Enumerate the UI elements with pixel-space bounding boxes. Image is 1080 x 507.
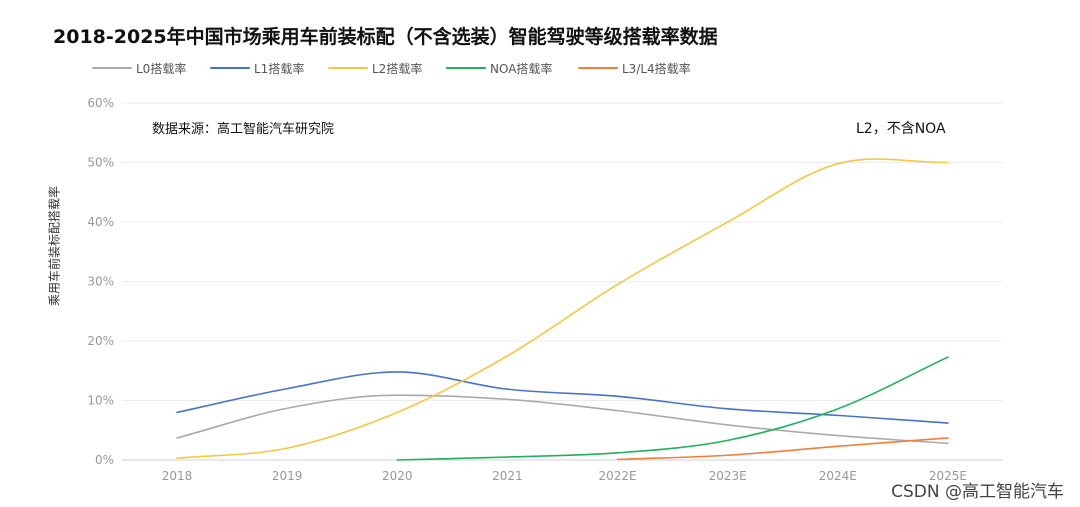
legend-swatch-l1 bbox=[210, 67, 250, 69]
legend-swatch-l3l4 bbox=[578, 67, 618, 69]
legend-swatch-noa bbox=[446, 67, 486, 69]
chart-title: 2018-2025年中国市场乘用车前装标配（不含选装）智能驾驶等级搭载率数据 bbox=[53, 26, 718, 48]
y-tick-label: 50% bbox=[87, 156, 114, 170]
legend-label-noa: NOA搭载率 bbox=[490, 61, 553, 76]
x-tick-label: 2020 bbox=[382, 469, 413, 483]
legend-item-noa[interactable]: NOA搭载率 bbox=[446, 58, 552, 78]
x-tick-label: 2022E bbox=[599, 469, 637, 483]
x-tick-label: 2018 bbox=[162, 469, 193, 483]
y-tick-label: 20% bbox=[87, 334, 114, 348]
series-line-0 bbox=[176, 394, 949, 445]
legend-swatch-l0 bbox=[92, 67, 132, 69]
x-tick-label: 2021 bbox=[492, 469, 523, 483]
legend-item-l1[interactable]: L1搭载率 bbox=[210, 58, 304, 78]
legend-label-l1: L1搭载率 bbox=[254, 61, 305, 76]
legend-item-l3l4[interactable]: L3/L4搭载率 bbox=[578, 58, 691, 78]
x-tick-label: 2025E bbox=[929, 469, 967, 483]
legend-item-l2[interactable]: L2搭载率 bbox=[328, 58, 422, 78]
data-source-annotation: 数据来源：高工智能汽车研究院 bbox=[152, 122, 335, 137]
x-tick-label: 2024E bbox=[819, 469, 857, 483]
y-tick-label: 0% bbox=[95, 453, 114, 467]
y-axis-label: 乘用车前装标配搭载率 bbox=[47, 185, 62, 307]
series-line-3 bbox=[396, 356, 949, 461]
y-tick-label: 30% bbox=[87, 275, 114, 289]
x-tick-label: 2023E bbox=[709, 469, 747, 483]
series-line-1 bbox=[176, 371, 949, 424]
legend-label-l0: L0搭载率 bbox=[136, 61, 187, 76]
legend-item-l0[interactable]: L0搭载率 bbox=[92, 58, 186, 78]
legend-label-l2: L2搭载率 bbox=[372, 61, 423, 76]
y-tick-label: 10% bbox=[87, 394, 114, 408]
y-tick-label: 40% bbox=[87, 215, 114, 229]
l2-note-annotation: L2，不含NOA bbox=[856, 121, 946, 137]
y-tick-label: 60% bbox=[87, 96, 114, 110]
legend-label-l3l4: L3/L4搭载率 bbox=[622, 61, 691, 76]
watermark: CSDN @高工智能汽车 bbox=[891, 482, 1064, 502]
series-line-4 bbox=[616, 437, 949, 461]
legend-swatch-l2 bbox=[328, 67, 368, 69]
series-line-2 bbox=[176, 158, 949, 460]
x-tick-label: 2019 bbox=[272, 469, 303, 483]
chart-legend: L0搭载率 L1搭载率 L2搭载率 NOA搭载率 L3/L4搭载率 bbox=[0, 58, 1080, 78]
